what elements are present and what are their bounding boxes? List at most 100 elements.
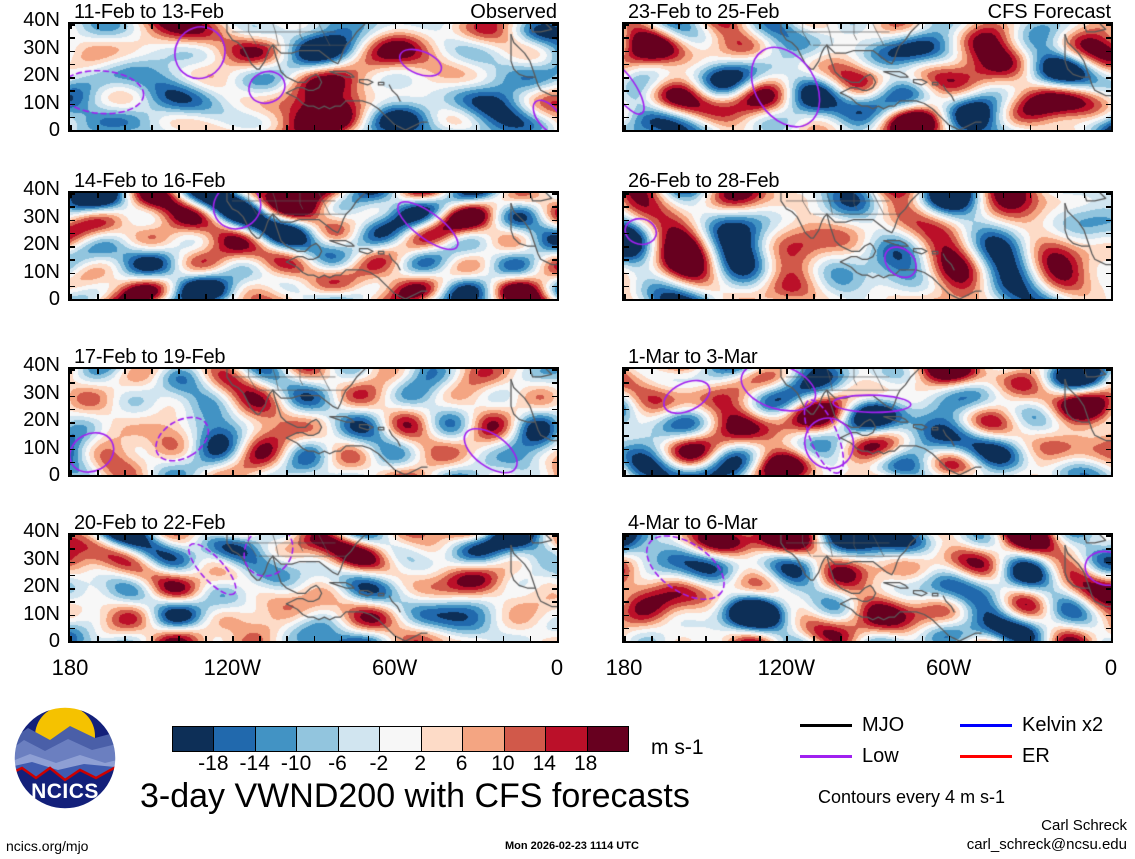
axis-tick [813,24,815,29]
axis-tick [70,470,72,475]
axis-tick [624,382,629,384]
axis-tick [1083,470,1086,475]
axis-tick [1106,535,1111,537]
axis-tick [552,435,557,437]
axis-tick [70,561,75,563]
axis-tick [1056,193,1059,198]
axis-tick [178,535,180,540]
axis-tick [786,193,788,198]
axis-tick [557,369,559,374]
axis-tick [97,470,99,475]
axis-tick [894,24,897,29]
axis-tick [367,369,370,374]
axis-tick [529,470,532,475]
axis-tick [1111,369,1113,374]
axis-tick [286,294,288,299]
map-plot-area [622,533,1113,643]
axis-tick [340,125,343,130]
axis-tick [70,206,75,208]
axis-tick [286,636,288,641]
axis-tick [340,294,343,299]
axis-tick [552,382,557,384]
axis-tick [759,193,761,198]
axis-tick [705,470,707,475]
axis-tick [678,369,680,374]
axis-tick [1106,548,1111,550]
axis-tick [97,369,99,374]
axis-tick [1106,77,1111,79]
axis-tick [786,24,788,29]
axis-tick [678,470,680,475]
axis-tick [70,369,72,374]
axis-tick [259,193,261,198]
axis-tick [759,294,761,299]
axis-tick [1111,125,1113,130]
axis-tick [1106,601,1111,603]
axis-tick [552,37,557,39]
axis-tick [529,369,532,374]
axis-tick [624,588,629,590]
y-tick-label: 20N [23,233,60,255]
axis-tick [367,470,370,475]
y-tick-label: 10N [23,260,60,283]
axis-tick [552,574,557,577]
axis-tick [70,574,75,577]
axis-tick [70,294,72,299]
column-label-forecast: CFS Forecast [987,1,1111,23]
axis-tick [1056,535,1059,540]
axis-tick [552,285,557,288]
axis-tick [552,90,557,92]
y-tick-label: 40N [23,9,60,31]
axis-tick [975,125,978,130]
axis-tick [867,24,869,29]
axis-tick [421,125,424,130]
axis-tick [867,470,869,475]
axis-tick [1106,103,1111,105]
x-tick-label: 180 [605,655,643,680]
axis-tick [948,125,951,130]
site-url[interactable]: ncics.org/mjo [6,838,89,854]
author-name: Carl Schreck [1041,817,1127,834]
axis-tick [732,636,734,641]
axis-tick [651,24,653,29]
axis-tick [678,636,680,641]
axis-tick [340,470,343,475]
axis-tick [70,246,75,248]
axis-tick [367,535,370,540]
axis-tick [70,193,72,198]
axis-tick [678,294,680,299]
colorbar-segment [255,727,298,751]
colorbar-tick-label: 10 [491,752,515,775]
axis-tick [448,24,451,29]
axis-tick [70,448,75,450]
axis-tick [124,636,126,641]
axis-tick [340,24,343,29]
axis-tick [840,24,842,29]
axis-tick [151,470,153,475]
axis-tick [624,408,629,411]
axis-tick [552,588,557,590]
axis-tick [552,369,557,371]
axis-tick [552,561,557,563]
axis-tick [624,470,626,475]
colorbar-tick-label: 14 [532,752,556,775]
axis-tick [557,535,559,540]
axis-tick [624,116,629,119]
y-tick-label: 20N [23,575,60,597]
axis-tick [232,193,234,198]
axis-tick [651,125,653,130]
axis-tick [1056,636,1059,641]
x-tick-label: 0 [1104,655,1118,680]
axis-tick [557,470,559,475]
colorbar-tick-label: -10 [280,752,312,775]
axis-tick [840,294,842,299]
axis-tick [678,193,680,198]
map-plot-area [68,367,559,477]
axis-tick [705,369,707,374]
axis-tick [178,193,180,198]
axis-tick [624,24,629,26]
axis-tick [975,369,978,374]
axis-tick [921,24,924,29]
map-plot-area [68,22,559,132]
axis-tick [921,636,924,641]
